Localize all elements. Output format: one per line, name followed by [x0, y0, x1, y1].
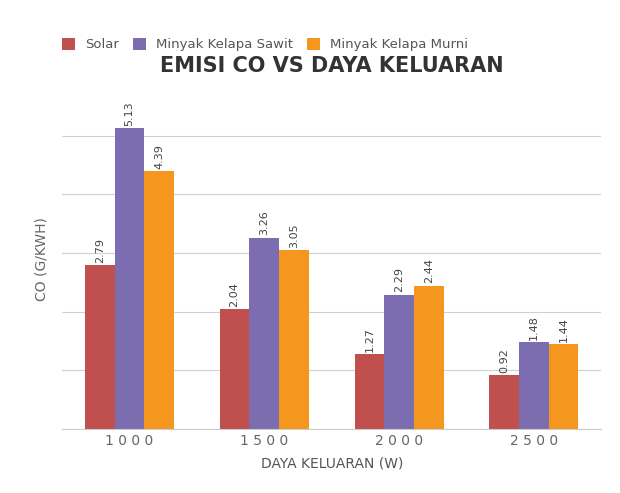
Legend: Solar, Minyak Kelapa Sawit, Minyak Kelapa Murni: Solar, Minyak Kelapa Sawit, Minyak Kelap… — [58, 34, 472, 55]
Text: 4.39: 4.39 — [154, 144, 164, 169]
Text: 2.79: 2.79 — [95, 238, 105, 263]
Bar — [519, 342, 549, 429]
Bar — [219, 309, 249, 429]
Title: EMISI CO VS DAYA KELUARAN: EMISI CO VS DAYA KELUARAN — [160, 56, 503, 76]
Bar — [115, 128, 144, 429]
Bar — [489, 375, 519, 429]
Bar — [384, 295, 414, 429]
Text: 1.27: 1.27 — [365, 327, 374, 352]
Text: 3.26: 3.26 — [259, 211, 269, 235]
Text: 1.48: 1.48 — [529, 315, 539, 340]
Bar — [249, 238, 279, 429]
Y-axis label: CO (G/KWH): CO (G/KWH) — [35, 217, 49, 301]
Text: 2.04: 2.04 — [229, 282, 239, 307]
Text: 3.05: 3.05 — [289, 223, 299, 247]
Bar — [355, 354, 384, 429]
Bar — [85, 265, 115, 429]
Bar — [144, 172, 174, 429]
Bar — [414, 286, 444, 429]
Text: 5.13: 5.13 — [125, 101, 135, 126]
Bar — [549, 345, 578, 429]
Text: 2.29: 2.29 — [394, 267, 404, 292]
Bar — [279, 250, 309, 429]
Text: 1.44: 1.44 — [559, 317, 569, 342]
Text: 2.44: 2.44 — [424, 258, 434, 283]
Text: 0.92: 0.92 — [499, 348, 509, 373]
X-axis label: DAYA KELUARAN (W): DAYA KELUARAN (W) — [260, 456, 403, 470]
